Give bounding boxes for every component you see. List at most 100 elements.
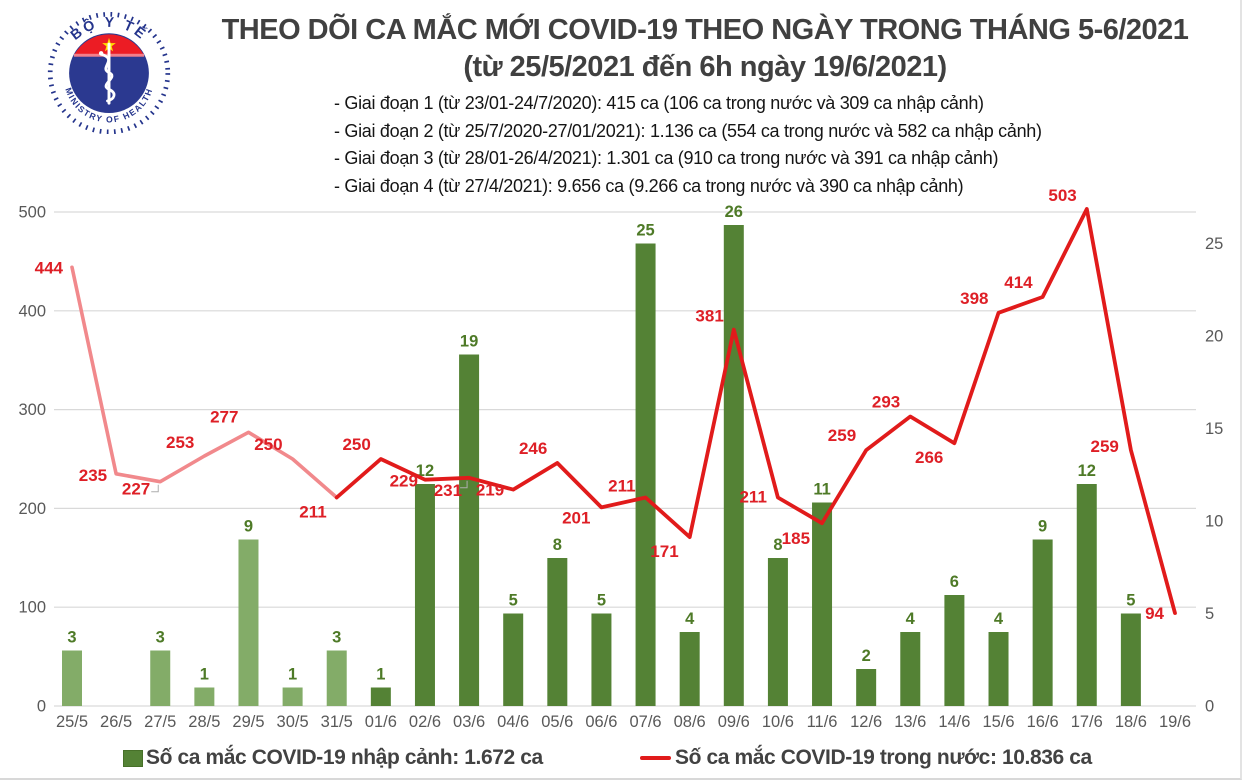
line-label: 444 <box>35 258 64 277</box>
bar-label: 3 <box>332 629 341 647</box>
bar-label: 4 <box>906 610 916 628</box>
line-label: 171 <box>650 542 678 561</box>
bar-label: 5 <box>597 592 606 610</box>
line-label: 293 <box>872 393 900 412</box>
bar-label: 26 <box>725 203 743 221</box>
bar-label: 25 <box>636 222 654 240</box>
line-label: 503 <box>1048 186 1076 205</box>
page-title: THEO DÕI CA MẮC MỚI COVID-19 THEO NGÀY T… <box>221 14 1189 46</box>
line-label: 277 <box>210 407 238 426</box>
x-axis-label: 02/6 <box>409 713 441 731</box>
bar-label: 4 <box>994 610 1004 628</box>
note-line: - Giai đoạn 2 (từ 25/7/2020-27/01/2021):… <box>334 120 1042 141</box>
x-axis-label: 28/5 <box>188 713 220 731</box>
line-label: 219 <box>476 481 504 500</box>
left-axis-label: 300 <box>18 401 46 419</box>
logo-ray-ring <box>47 11 171 134</box>
bar-label: 1 <box>376 666 385 684</box>
bar-label: 5 <box>509 592 518 610</box>
note-line: - Giai đoạn 1 (từ 23/01-24/7/2020): 415 … <box>334 93 984 113</box>
bar-label: 6 <box>950 573 959 591</box>
line-label: 250 <box>254 435 282 454</box>
legend-item-domestic: Số ca mắc COVID-19 trong nước: 10.836 ca <box>640 745 1092 771</box>
line-label: 266 <box>915 448 943 467</box>
legend-bar-swatch-icon <box>123 749 143 767</box>
x-axis-label: 09/6 <box>718 713 750 731</box>
bar-label: 1 <box>288 666 297 684</box>
line-label: 231 <box>434 481 462 500</box>
line-label: 211 <box>739 488 766 507</box>
x-axis-label: 25/5 <box>56 713 88 731</box>
label-leader <box>151 484 159 493</box>
bar-10/6 <box>767 558 788 706</box>
domestic-line-early <box>70 265 339 500</box>
x-axis-label: 13/6 <box>894 713 926 731</box>
bar-08/6 <box>679 632 700 706</box>
line-label: 381 <box>695 307 723 326</box>
x-axis-label: 08/6 <box>674 713 706 731</box>
bar-28/5 <box>194 687 215 706</box>
bar-13/6 <box>900 632 921 706</box>
line-label: 185 <box>782 529 810 548</box>
bar-02/6 <box>414 484 435 706</box>
bar-14/6 <box>944 595 965 706</box>
right-axis-label: 15 <box>1205 420 1223 438</box>
line-label: 211 <box>299 503 326 522</box>
x-axis-label: 05/6 <box>541 713 573 731</box>
bar-18/6 <box>1120 613 1141 706</box>
x-axis-label: 03/6 <box>453 713 485 731</box>
note-line: - Giai đoạn 4 (từ 27/4/2021): 9.656 ca (… <box>334 175 964 196</box>
bar-12/6 <box>856 669 877 706</box>
line-label: 259 <box>828 426 856 445</box>
bar-27/5 <box>150 650 171 706</box>
x-axis-label: 18/6 <box>1115 713 1147 731</box>
bar-11/6 <box>812 502 833 706</box>
line-label: 250 <box>342 435 370 454</box>
line-label: 246 <box>519 439 547 458</box>
legend-item-label: Số ca mắc COVID-19 trong nước: 10.836 ca <box>675 746 1092 769</box>
bar-label: 1 <box>200 666 209 684</box>
left-axis-label: 500 <box>18 204 46 222</box>
left-axis-label: 100 <box>18 599 46 617</box>
x-axis-label: 14/6 <box>938 713 970 731</box>
bar-label: 4 <box>685 610 695 628</box>
page-subtitle: (từ 25/5/2021 đến 6h ngày 19/6/2021) <box>463 51 947 83</box>
bar-label: 9 <box>1038 518 1047 536</box>
left-axis-label: 200 <box>18 500 46 518</box>
bar-07/6 <box>635 243 656 706</box>
right-axis-label: 20 <box>1205 328 1223 346</box>
bar-label: 5 <box>1126 592 1135 610</box>
bar-29/5 <box>238 539 259 706</box>
bar-30/5 <box>282 687 303 706</box>
line-label: 201 <box>562 508 590 527</box>
bar-04/6 <box>503 613 524 706</box>
legend-line-swatch-icon <box>640 755 671 761</box>
bar-label: 9 <box>244 518 253 536</box>
line-label: 398 <box>960 289 988 308</box>
line-label: 229 <box>390 472 418 491</box>
x-axis-label: 04/6 <box>497 713 529 731</box>
note-line: - Giai đoạn 3 (từ 28/01-26/4/2021): 1.30… <box>334 148 999 168</box>
x-axis-label: 17/6 <box>1071 713 1103 731</box>
bar-17/6 <box>1076 484 1097 706</box>
bar-label: 11 <box>813 481 830 499</box>
x-axis-label: 30/5 <box>277 713 309 731</box>
x-axis-label: 01/6 <box>365 713 397 731</box>
logo-snake-head <box>98 51 104 56</box>
bar-label: 8 <box>553 536 562 554</box>
x-axis-label: 11/6 <box>807 713 838 731</box>
bar-label: 12 <box>1078 462 1096 480</box>
bar-01/6 <box>370 687 391 706</box>
line-label: 94 <box>1145 604 1164 623</box>
line-label: 414 <box>1004 273 1033 292</box>
bar-label: 3 <box>156 629 165 647</box>
bar-label: 19 <box>460 333 478 351</box>
bar-label: 3 <box>67 629 76 647</box>
ministry-of-health-logo: BỘ Y TẾ MINISTRY OF HEALTH <box>47 11 171 134</box>
x-axis-label: 07/6 <box>629 713 661 731</box>
x-axis-label: 06/6 <box>585 713 617 731</box>
bar-15/6 <box>988 632 1009 706</box>
bar-05/6 <box>547 558 568 706</box>
left-axis-label: 400 <box>18 302 46 320</box>
